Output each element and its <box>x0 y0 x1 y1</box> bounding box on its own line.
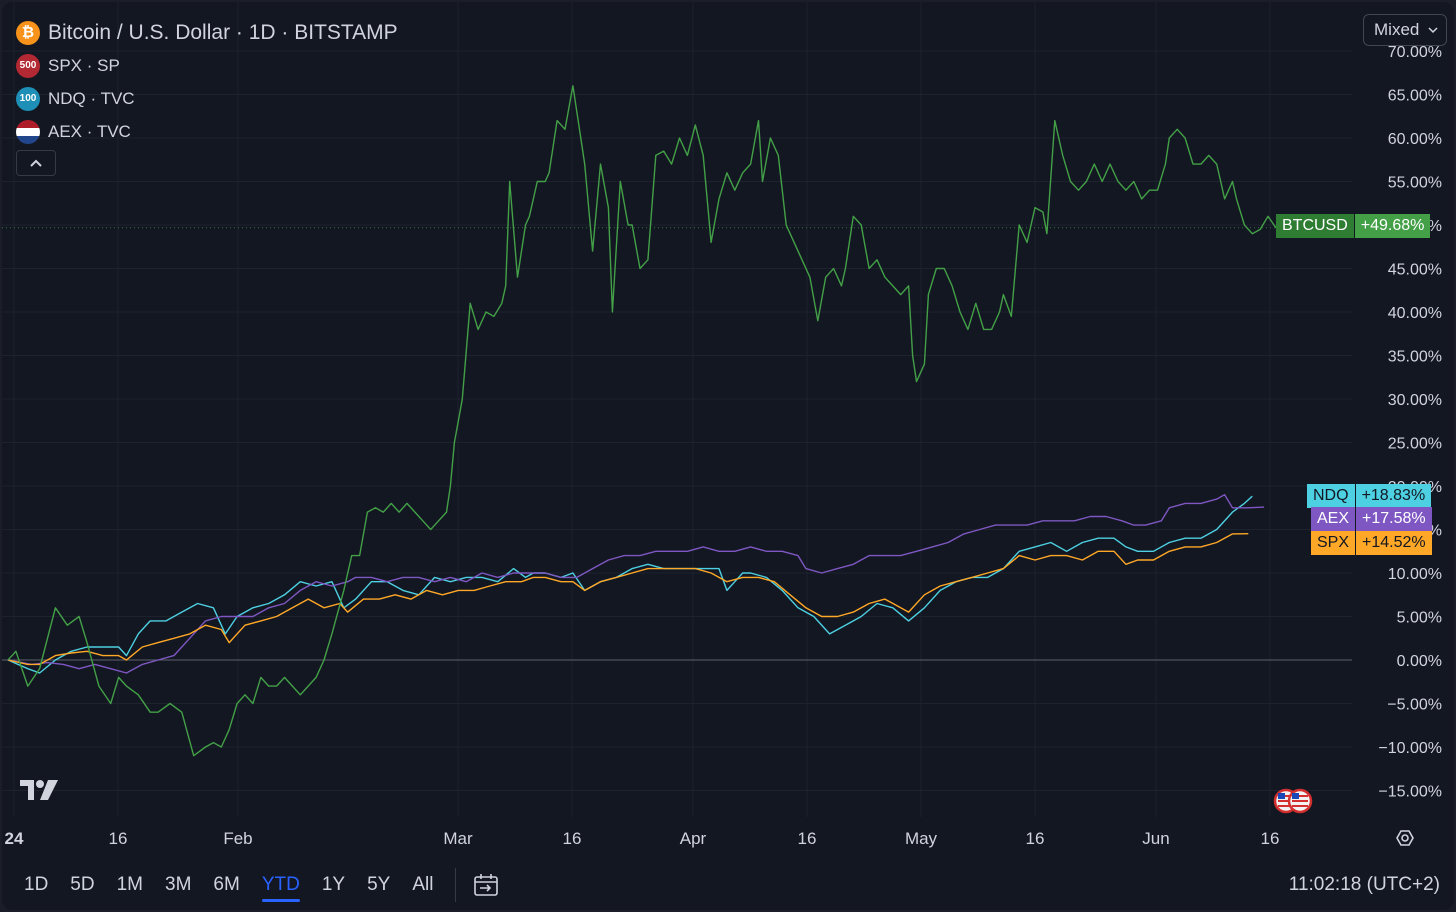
tag-name: NDQ <box>1307 484 1355 508</box>
legend-label: AEX · TVC <box>48 121 131 141</box>
legend-item-spx[interactable]: 500 SPX · SP <box>16 49 398 82</box>
netherlands-flag-icon <box>16 119 40 144</box>
x-tick-label: 16 <box>798 829 817 848</box>
y-tick-label: −5.00% <box>1387 697 1442 714</box>
y-tick-label: 60.00% <box>1388 131 1442 148</box>
x-tick-label: 16 <box>1026 829 1045 848</box>
legend-label: SPX · SP <box>48 55 120 75</box>
chevron-up-icon <box>30 159 42 167</box>
x-tick-label: 24 <box>5 829 24 848</box>
x-tick-label: 16 <box>109 829 128 848</box>
tag-value: +17.58% <box>1355 507 1432 531</box>
scale-mode-dropdown[interactable]: Mixed <box>1363 14 1447 46</box>
y-tick-label: 5.00% <box>1397 610 1442 627</box>
range-1y[interactable]: 1Y <box>321 874 346 895</box>
y-tick-label: −10.00% <box>1378 740 1442 757</box>
range-1m[interactable]: 1M <box>116 874 143 895</box>
collapse-legend-button[interactable] <box>16 150 56 176</box>
y-tick-label: 55.00% <box>1388 175 1442 192</box>
chart-settings-gear-icon[interactable] <box>1396 830 1414 846</box>
range-5d[interactable]: 5D <box>70 874 95 895</box>
x-tick-label: 16 <box>1261 829 1280 848</box>
tag-value: +14.52% <box>1355 531 1432 555</box>
btcusd-price-tag: BTCUSD +49.68% <box>1276 214 1431 238</box>
y-tick-label: 45.00% <box>1388 262 1442 279</box>
range-3m[interactable]: 3M <box>165 874 192 895</box>
tag-value: +49.68% <box>1353 214 1431 238</box>
legend-item-aex[interactable]: AEX · TVC <box>16 115 398 148</box>
y-tick-label: 0.00% <box>1397 653 1442 670</box>
timezone-clock[interactable]: 11:02:18 (UTC+2) <box>1288 874 1440 895</box>
tag-value: +18.83% <box>1354 484 1432 508</box>
main-series-title-row[interactable]: ₿ Bitcoin / U.S. Dollar · 1D · BITSTAMP <box>16 16 398 49</box>
series-line-aex <box>7 494 1265 674</box>
y-tick-label: −15.00% <box>1378 784 1442 801</box>
legend: ₿ Bitcoin / U.S. Dollar · 1D · BITSTAMP … <box>16 16 398 148</box>
y-tick-label: 35.00% <box>1388 349 1442 366</box>
tradingview-logo-icon[interactable] <box>20 778 64 802</box>
range-ytd[interactable]: YTD <box>261 874 300 902</box>
x-tick-label: Jun <box>1142 829 1169 848</box>
chart-title: Bitcoin / U.S. Dollar · 1D · BITSTAMP <box>48 20 398 44</box>
tag-name: AEX <box>1311 507 1356 531</box>
y-tick-label: 10.00% <box>1388 566 1442 583</box>
bottom-toolbar: 1D 5D 1M 3M 6M YTD 1Y 5Y All 11:02:18 (U… <box>2 860 1454 910</box>
legend-item-ndq[interactable]: 100 NDQ · TVC <box>16 82 398 115</box>
us-economic-event-icon[interactable] <box>1287 788 1313 814</box>
ndq-price-tag: NDQ +18.83% <box>1307 484 1432 508</box>
y-tick-label: 30.00% <box>1388 392 1442 409</box>
tag-name: BTCUSD <box>1276 214 1354 238</box>
y-tick-label: 65.00% <box>1388 88 1442 105</box>
y-tick-label: 25.00% <box>1388 436 1442 453</box>
series-line-ndq <box>7 495 1253 674</box>
legend-label: NDQ · TVC <box>48 88 135 108</box>
range-5y[interactable]: 5Y <box>367 874 391 895</box>
nasdaq100-icon: 100 <box>16 86 40 111</box>
x-tick-label: Apr <box>680 829 707 848</box>
x-tick-label: May <box>905 829 938 848</box>
range-all[interactable]: All <box>412 874 434 895</box>
range-1d[interactable]: 1D <box>24 874 49 895</box>
scale-mode-label: Mixed <box>1374 20 1420 39</box>
tag-name: SPX <box>1311 531 1356 555</box>
range-6m[interactable]: 6M <box>213 874 240 895</box>
bitcoin-icon: ₿ <box>16 20 40 45</box>
y-tick-label: 70.00% <box>1388 44 1442 61</box>
x-tick-label: Feb <box>223 829 252 848</box>
goto-date-calendar-icon[interactable] <box>472 872 500 898</box>
sp500-icon: 500 <box>16 53 40 78</box>
series-line-spx <box>7 533 1249 666</box>
chevron-down-icon <box>1428 27 1438 34</box>
x-tick-label: 16 <box>563 829 582 848</box>
y-tick-label: 40.00% <box>1388 305 1442 322</box>
aex-price-tag: AEX +17.58% <box>1311 507 1432 531</box>
x-tick-label: Mar <box>443 829 473 848</box>
spx-price-tag: SPX +14.52% <box>1311 531 1432 555</box>
series-line-btcusd <box>7 85 1277 757</box>
toolbar-divider <box>455 868 457 902</box>
